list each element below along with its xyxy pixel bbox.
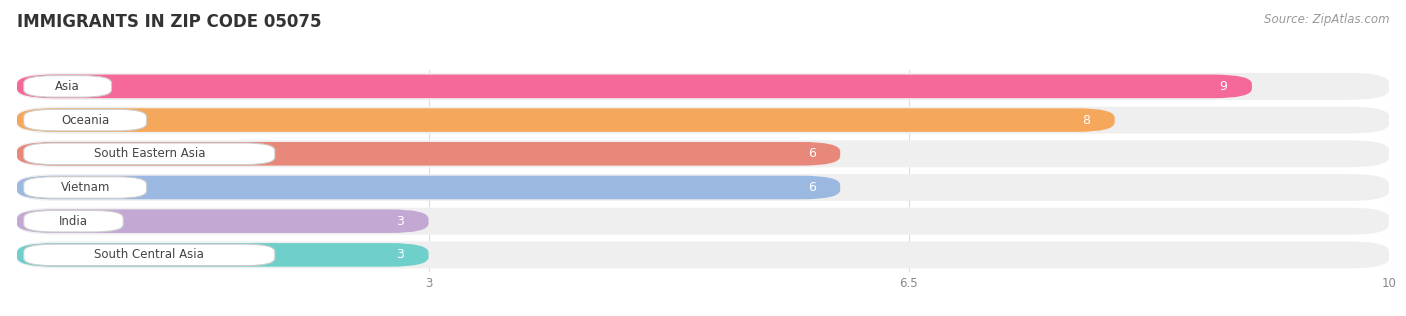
Text: 6: 6 bbox=[807, 181, 815, 194]
FancyBboxPatch shape bbox=[17, 75, 1251, 98]
FancyBboxPatch shape bbox=[17, 140, 1389, 167]
FancyBboxPatch shape bbox=[24, 210, 124, 232]
Text: 8: 8 bbox=[1083, 113, 1090, 127]
FancyBboxPatch shape bbox=[17, 174, 1389, 201]
Text: South Eastern Asia: South Eastern Asia bbox=[94, 147, 205, 160]
Text: Source: ZipAtlas.com: Source: ZipAtlas.com bbox=[1264, 13, 1389, 26]
FancyBboxPatch shape bbox=[24, 143, 274, 165]
Text: Asia: Asia bbox=[55, 80, 80, 93]
Text: Oceania: Oceania bbox=[60, 113, 110, 127]
Text: IMMIGRANTS IN ZIP CODE 05075: IMMIGRANTS IN ZIP CODE 05075 bbox=[17, 13, 322, 31]
FancyBboxPatch shape bbox=[24, 76, 111, 97]
FancyBboxPatch shape bbox=[17, 176, 841, 199]
FancyBboxPatch shape bbox=[24, 177, 146, 198]
Text: South Central Asia: South Central Asia bbox=[94, 248, 204, 261]
FancyBboxPatch shape bbox=[17, 241, 1389, 268]
FancyBboxPatch shape bbox=[17, 142, 841, 166]
FancyBboxPatch shape bbox=[17, 208, 1389, 235]
FancyBboxPatch shape bbox=[24, 109, 146, 131]
FancyBboxPatch shape bbox=[17, 108, 1115, 132]
Text: 6: 6 bbox=[807, 147, 815, 160]
FancyBboxPatch shape bbox=[24, 244, 274, 266]
FancyBboxPatch shape bbox=[17, 73, 1389, 100]
FancyBboxPatch shape bbox=[17, 210, 429, 233]
FancyBboxPatch shape bbox=[17, 106, 1389, 134]
Text: 3: 3 bbox=[396, 215, 404, 228]
Text: 3: 3 bbox=[396, 248, 404, 261]
Text: Vietnam: Vietnam bbox=[60, 181, 110, 194]
Text: 9: 9 bbox=[1219, 80, 1227, 93]
FancyBboxPatch shape bbox=[17, 243, 429, 267]
Text: India: India bbox=[59, 215, 89, 228]
